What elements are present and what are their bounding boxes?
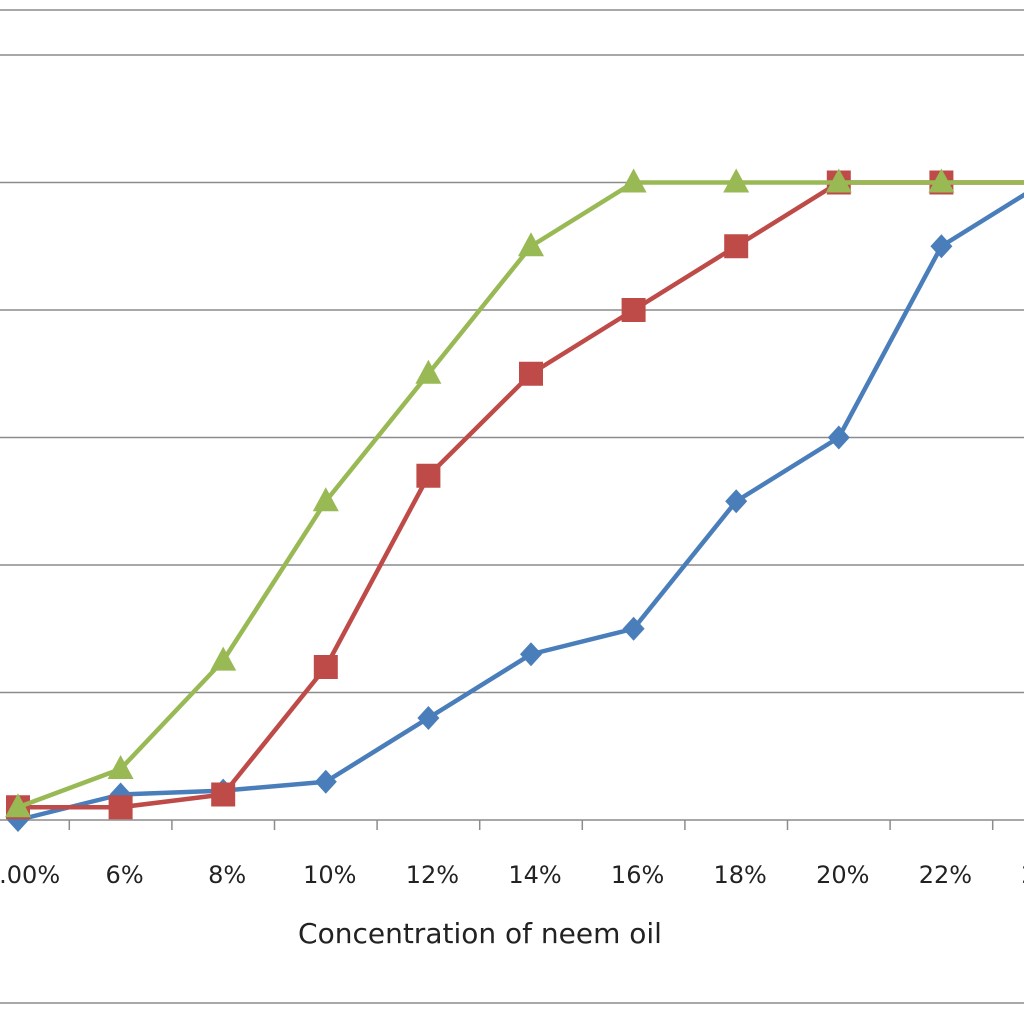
series-group	[5, 168, 1024, 832]
x-tick-label: 6%	[106, 861, 144, 889]
data-point	[622, 616, 645, 641]
data-point	[417, 706, 440, 730]
x-tick-label: 10%	[303, 861, 356, 889]
x-tick-label: 20%	[816, 861, 869, 889]
x-tick-label: 0.00%	[0, 861, 60, 889]
series-line	[17, 192, 1024, 823]
data-point	[519, 361, 543, 386]
data-point	[520, 642, 542, 667]
gridlines	[0, 9, 1024, 1004]
data-point	[724, 234, 749, 259]
x-tick-label: 16%	[611, 861, 664, 889]
data-point	[725, 489, 748, 514]
x-tick-labels: 0.00% 6% 8% 10% 12% 14% 16% 18% 20% 22% 24%	[0, 861, 1024, 889]
series-triangle	[5, 168, 1024, 818]
data-point	[415, 359, 442, 384]
data-point	[723, 168, 750, 193]
data-point	[211, 782, 236, 807]
data-point	[928, 168, 955, 193]
x-tick-label: 22%	[919, 861, 972, 889]
data-point	[210, 646, 237, 671]
series-line	[18, 180, 1024, 810]
x-tick-label: 18%	[714, 861, 767, 889]
x-tick-label: 14%	[508, 861, 561, 889]
x-tick-label: 12%	[406, 861, 459, 889]
series-diamond	[7, 192, 1024, 832]
data-point	[314, 769, 337, 794]
x-axis-title: Concentration of neem oil	[298, 917, 662, 950]
data-point	[5, 793, 31, 818]
data-point	[416, 463, 441, 488]
data-point	[620, 168, 647, 193]
data-point	[313, 655, 338, 679]
data-point	[825, 168, 852, 193]
x-axis	[0, 819, 1024, 830]
x-tick-label: 24%	[1021, 861, 1024, 889]
data-point	[621, 298, 646, 322]
series-line	[17, 180, 1024, 810]
x-tick-label: 8%	[208, 861, 246, 889]
data-point	[108, 795, 133, 820]
data-point	[107, 755, 134, 779]
data-point	[312, 487, 339, 512]
data-point	[930, 234, 953, 259]
data-point	[827, 425, 850, 450]
data-point	[518, 232, 544, 257]
